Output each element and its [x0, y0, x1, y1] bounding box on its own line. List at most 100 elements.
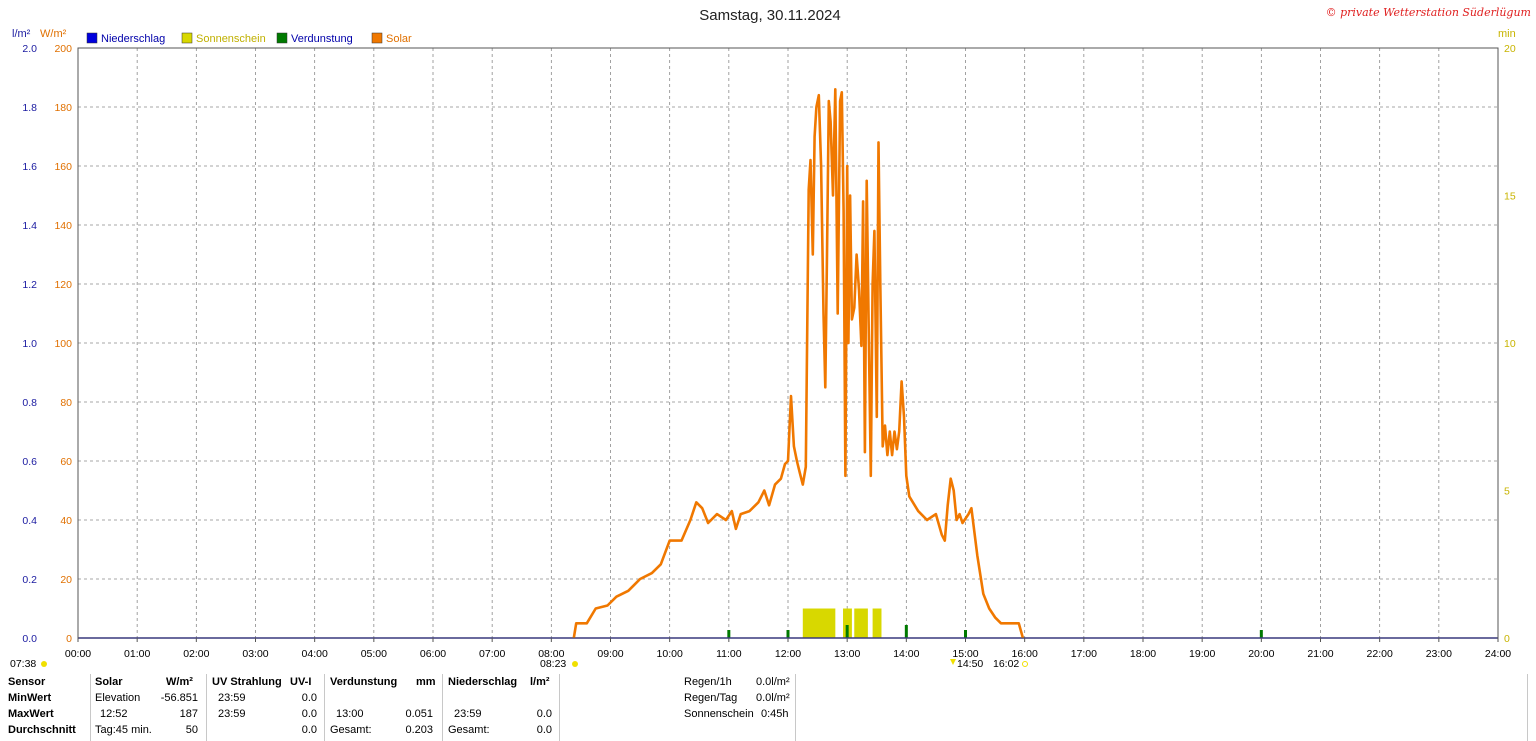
x-tick-label: 23:00 — [1426, 648, 1452, 660]
x-tick-label: 01:00 — [124, 648, 150, 660]
max-precip-value: 0.0 — [536, 708, 552, 720]
y-tick-label-minutes: 0 — [1504, 633, 1510, 645]
y-tick-label-minutes: 15 — [1504, 191, 1516, 203]
sunshine-bar — [802, 608, 836, 638]
x-tick-label: 21:00 — [1307, 648, 1333, 660]
summary-rain-day-value: 0.0l/m² — [756, 692, 790, 704]
evaporation-marker — [786, 630, 790, 638]
header-solar-unit: W/m² — [166, 676, 193, 688]
summary-rain-day-label: Regen/Tag — [684, 692, 738, 704]
y-axis-precip: 0.0 0.2 0.4 0.6 0.8 1.0 1.2 1.4 1.6 1.8 2.0 — [22, 43, 37, 645]
y-tick-label-solar: 160 — [54, 161, 72, 173]
x-tick-label: 12:00 — [775, 648, 801, 660]
evaporation-marker — [845, 625, 849, 638]
y-tick-label-minutes: 20 — [1504, 43, 1516, 55]
evaporation-marker — [1259, 630, 1263, 638]
x-tick-label: 24:00 — [1485, 648, 1511, 660]
x-tick-label: 14:00 — [893, 648, 919, 660]
min-solar-time: Elevation — [95, 692, 141, 704]
x-tick-label: 07:00 — [479, 648, 505, 660]
x-tick-label: 02:00 — [183, 648, 209, 660]
summary-rain-1h-value: 0.0l/m² — [756, 676, 790, 688]
sunshine-bar — [872, 608, 882, 638]
y-tick-label-precip: 0.0 — [22, 633, 37, 645]
x-tick-label: 05:00 — [361, 648, 387, 660]
max-precip-time: 23:59 — [454, 708, 482, 720]
legend: Niederschlag Sonnenschein Verdunstung So… — [86, 32, 412, 45]
row-avg-label: Durchschnitt — [8, 724, 76, 736]
y-tick-label-precip: 1.4 — [22, 220, 37, 232]
stats-table: Sensor Solar W/m² UV Strahlung UV-I Verd… — [0, 674, 1536, 741]
x-tick-label: 06:00 — [420, 648, 446, 660]
y-tick-label-precip: 0.6 — [22, 456, 37, 468]
y-tick-label-solar: 80 — [60, 397, 72, 409]
avg-precip-label: Gesamt: — [448, 724, 490, 736]
y-tick-label-solar: 200 — [54, 43, 72, 55]
y-tick-label-precip: 0.2 — [22, 574, 37, 586]
copyright-text: © private Wetterstation Süderlügum — [1326, 6, 1531, 19]
evaporation-markers — [727, 625, 1263, 638]
y-tick-label-solar: 20 — [60, 574, 72, 586]
series-solar-line — [572, 88, 1025, 639]
avg-uv-value: 0.0 — [301, 724, 317, 736]
max-evap-value: 0.051 — [405, 708, 433, 720]
left-unit-precip: l/m² — [12, 28, 31, 40]
legend-solar: Solar — [386, 33, 412, 45]
x-tick-label: 18:00 — [1130, 648, 1156, 660]
evaporation-marker — [964, 630, 967, 638]
legend-swatch-solar — [371, 32, 383, 44]
avg-evap-label: Gesamt: — [330, 724, 372, 736]
x-tick-label: 04:00 — [302, 648, 328, 660]
legend-swatch-sonnenschein — [181, 32, 193, 44]
x-tick-label: 03:00 — [242, 648, 268, 660]
y-tick-label-precip: 0.8 — [22, 397, 37, 409]
x-tick-label: 19:00 — [1189, 648, 1215, 660]
x-tick-label: 16:00 — [1012, 648, 1038, 660]
legend-sonnenschein: Sonnenschein — [196, 33, 266, 45]
x-tick-label: 20:00 — [1248, 648, 1274, 660]
header-evap: Verdunstung — [330, 676, 398, 688]
avg-solar-value: 50 — [185, 724, 198, 736]
y-tick-label-solar: 0 — [66, 633, 72, 645]
header-precip-unit: l/m² — [530, 676, 550, 688]
header-solar: Solar — [95, 676, 123, 688]
sun-icon — [572, 661, 578, 667]
solar-end-time-b: 16:02 — [993, 658, 1019, 670]
sunset-arrow-icon — [950, 659, 956, 665]
y-tick-label-precip: 1.0 — [22, 338, 37, 350]
avg-precip-value: 0.0 — [536, 724, 552, 736]
sunrise-icon — [41, 661, 47, 667]
x-tick-label: 08:00 — [538, 648, 564, 660]
header-uv-unit: UV-I — [290, 676, 312, 688]
summary-sunshine-value: 0:45h — [761, 708, 789, 720]
y-tick-label-solar: 180 — [54, 102, 72, 114]
x-tick-label: 15:00 — [952, 648, 978, 660]
min-uv-value: 0.0 — [301, 692, 317, 704]
x-axis-time: 00:00 01:00 02:00 03:00 04:00 05:00 06:00 07:00… — [65, 638, 1511, 660]
y-tick-label-precip: 1.8 — [22, 102, 37, 114]
y-tick-label-minutes: 10 — [1504, 338, 1516, 350]
sun-markers: 07:38 08:23 14:50 16:02 — [10, 658, 1028, 670]
left-unit-solar: W/m² — [40, 28, 67, 40]
min-solar-value: -56.851 — [160, 692, 198, 704]
header-evap-unit: mm — [416, 676, 436, 688]
max-evap-time: 13:00 — [336, 708, 364, 720]
sunshine-bar — [854, 608, 868, 638]
avg-evap-value: 0.203 — [405, 724, 433, 736]
row-min-label: MinWert — [8, 692, 52, 704]
y-tick-label-precip: 2.0 — [22, 43, 37, 55]
moon-icon — [1022, 661, 1028, 667]
sunshine-bars — [802, 608, 882, 638]
evaporation-marker — [904, 625, 908, 638]
row-max-label: MaxWert — [8, 708, 54, 720]
x-tick-label: 00:00 — [65, 648, 91, 660]
legend-swatch-niederschlag — [86, 32, 98, 44]
y-tick-label-solar: 40 — [60, 515, 72, 527]
y-tick-label-solar: 120 — [54, 279, 72, 291]
y-tick-label-solar: 100 — [54, 338, 72, 350]
y-tick-label-solar: 60 — [60, 456, 72, 468]
legend-swatch-verdunstung — [276, 32, 288, 44]
x-tick-label: 11:00 — [716, 648, 742, 660]
max-solar-time: 12:52 — [100, 708, 128, 720]
x-tick-label: 13:00 — [834, 648, 860, 660]
